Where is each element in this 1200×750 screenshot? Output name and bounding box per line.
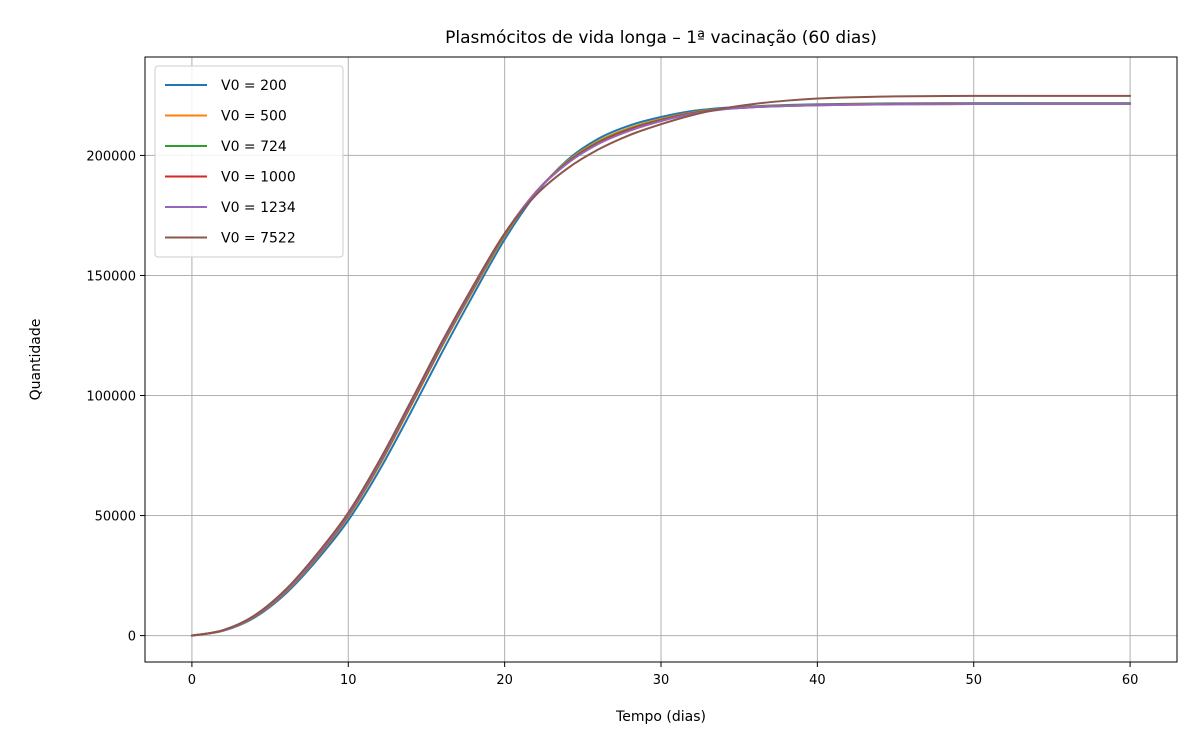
chart-title: Plasmócitos de vida longa – 1ª vacinação… bbox=[445, 28, 877, 48]
axis-ticks: 0 10 20 30 40 50 60 0 50000 100000 150000 200000 bbox=[86, 149, 1138, 688]
x-tick-label: 50 bbox=[965, 673, 982, 688]
legend-label: V0 = 1234 bbox=[221, 200, 296, 216]
legend-label: V0 = 200 bbox=[221, 78, 287, 94]
x-tick-label: 20 bbox=[496, 673, 513, 688]
series-line-5 bbox=[190, 103, 1132, 637]
x-axis-title: Tempo (dias) bbox=[615, 709, 706, 725]
y-tick-label: 0 bbox=[128, 630, 136, 645]
x-tick-label: 60 bbox=[1122, 673, 1139, 688]
y-tick-label: 150000 bbox=[86, 269, 136, 284]
y-tick-label: 50000 bbox=[95, 510, 136, 525]
series-line-6 bbox=[190, 94, 1132, 637]
grid bbox=[145, 57, 1177, 662]
y-tick-label: 200000 bbox=[86, 149, 136, 164]
legend: V0 = 200 V0 = 500 V0 = 724 V0 = 1000 V0 = 12… bbox=[154, 65, 344, 258]
y-axis-title: Quantidade bbox=[28, 319, 44, 401]
series-lines bbox=[190, 94, 1132, 637]
legend-label: V0 = 1000 bbox=[221, 170, 296, 186]
legend-box bbox=[154, 65, 344, 258]
legend-label: V0 = 724 bbox=[221, 139, 287, 155]
x-tick-label: 0 bbox=[188, 673, 196, 688]
legend-label: V0 = 7522 bbox=[221, 231, 296, 247]
legend-label: V0 = 500 bbox=[221, 109, 287, 125]
x-tick-label: 10 bbox=[340, 673, 357, 688]
x-tick-label: 40 bbox=[809, 673, 826, 688]
y-tick-label: 100000 bbox=[86, 390, 136, 405]
x-tick-label: 30 bbox=[653, 673, 670, 688]
